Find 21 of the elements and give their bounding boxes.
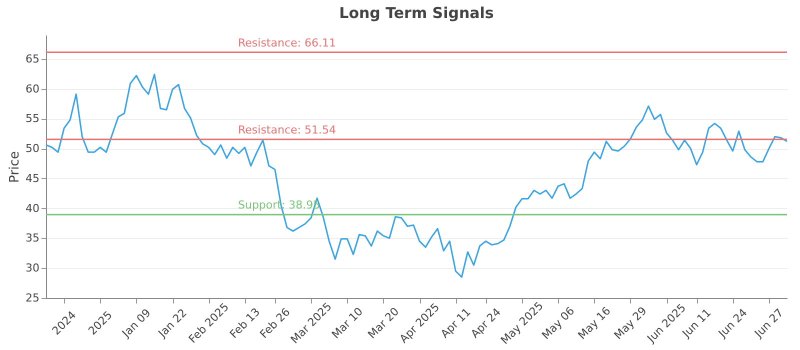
ref-line-label: Resistance: 51.54 (238, 123, 336, 136)
y-axis-title: Price (8, 151, 23, 183)
y-tick-label: 30 (26, 262, 40, 275)
x-tick-label: Jan 09 (119, 306, 154, 341)
y-tick-label: 45 (26, 172, 40, 185)
y-tick-label: 55 (26, 112, 40, 126)
y-tick-label: 35 (26, 232, 40, 245)
x-tick-label: Jan 22 (155, 306, 190, 341)
y-tick-label: 40 (26, 202, 40, 215)
y-tick-label: 50 (26, 142, 40, 156)
x-tick-label: Mar 20 (365, 305, 402, 342)
x-tick-label: Mar 10 (329, 305, 366, 342)
chart-title: Long Term Signals (339, 4, 494, 22)
x-tick-label: Jun 24 (715, 306, 750, 341)
y-tick-label: 25 (26, 292, 40, 304)
x-tick-label: Apr 11 (438, 306, 474, 341)
x-tick-label: Jun 27 (752, 306, 786, 341)
line-series (45, 74, 788, 278)
ref-line-label: Resistance: 66.11 (238, 36, 336, 50)
y-tick-label: 65 (26, 52, 40, 66)
y-tick-label: 60 (26, 82, 40, 96)
